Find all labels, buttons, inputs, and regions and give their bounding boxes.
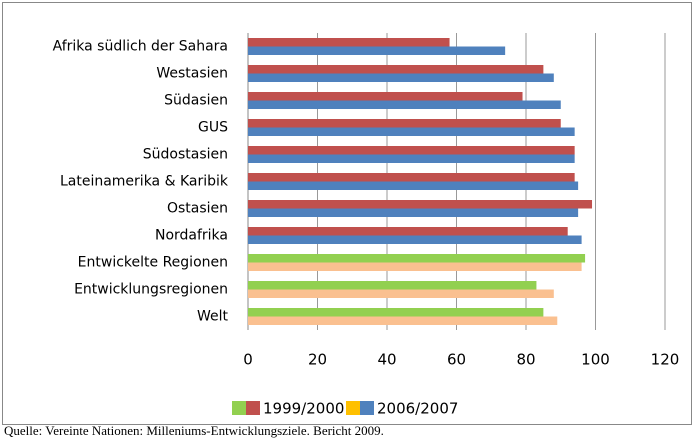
bar [248, 154, 575, 163]
bar [248, 181, 579, 190]
x-tick-label: 40 [377, 351, 396, 369]
legend-swatch [360, 401, 374, 415]
bar [248, 127, 575, 136]
y-tick-label: Südostasien [143, 147, 228, 163]
y-tick-label: Südasien [164, 93, 228, 109]
bar [248, 46, 506, 55]
y-tick-label: Welt [197, 309, 229, 325]
legend-swatch [246, 401, 260, 415]
y-tick-label: Afrika südlich der Sahara [53, 39, 228, 55]
y-tick-label: Entwicklungsregionen [74, 282, 228, 298]
bar [248, 262, 582, 271]
bar [248, 146, 575, 155]
source: Quelle: Vereinte Nationen: Milleniums-En… [4, 423, 384, 438]
legend-label: 1999/2000 [263, 400, 344, 418]
bar [248, 200, 593, 209]
legend-swatch [232, 401, 246, 415]
bar [248, 173, 575, 182]
bar [248, 92, 523, 101]
bar [248, 289, 554, 298]
y-tick-label: GUS [198, 120, 228, 136]
bar [248, 281, 537, 290]
bar [248, 316, 558, 325]
bar [248, 227, 568, 236]
x-tick-label: 60 [447, 351, 466, 369]
bar [248, 38, 450, 47]
bar [248, 100, 561, 109]
y-tick-label: Lateinamerika & Karibik [60, 174, 229, 190]
y-tick-label: Nordafrika [155, 228, 228, 244]
y-tick-label: Entwickelte Regionen [78, 255, 228, 271]
bar [248, 73, 554, 82]
legend-swatch [346, 401, 360, 415]
legend-label: 2006/2007 [377, 400, 458, 418]
bar [248, 308, 544, 317]
bar [248, 65, 544, 74]
y-tick-label: Ostasien [167, 201, 228, 217]
x-tick-label: 100 [581, 351, 610, 369]
bar [248, 235, 582, 244]
bar [248, 208, 579, 217]
bar [248, 254, 586, 263]
bar [248, 119, 561, 128]
x-tick-label: 120 [651, 351, 680, 369]
x-tick-label: 0 [243, 351, 253, 369]
x-tick-label: 80 [516, 351, 535, 369]
y-tick-label: Westasien [156, 66, 228, 82]
x-tick-label: 20 [308, 351, 327, 369]
